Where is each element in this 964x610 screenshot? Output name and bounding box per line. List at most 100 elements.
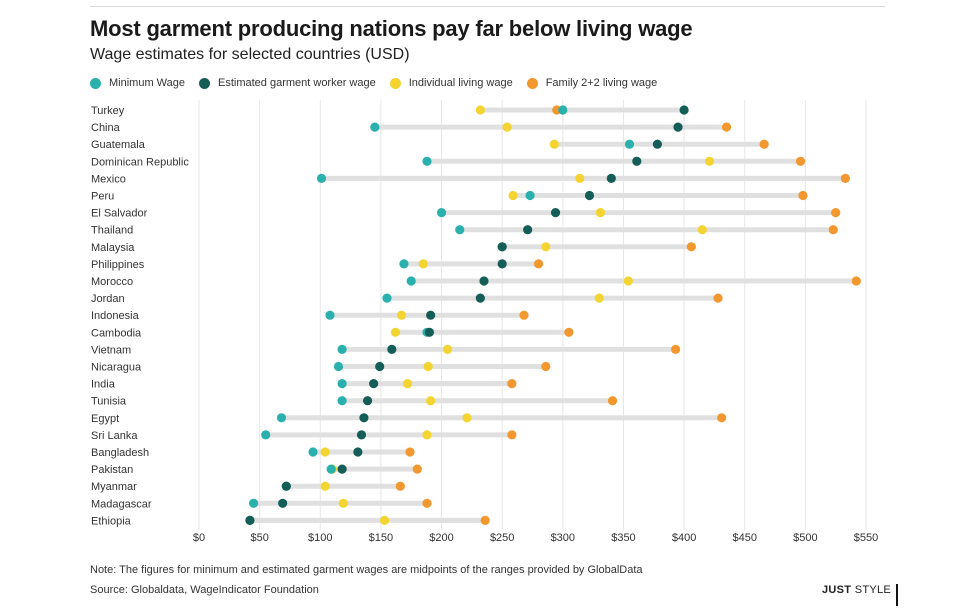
x-tick-label: $400	[672, 532, 696, 544]
chart-title: Most garment producing nations pay far b…	[90, 16, 693, 41]
country-label: Malaysia	[91, 242, 135, 254]
legend-label-individual-living-wage: Individual living wage	[408, 77, 513, 89]
garment-wage-dot	[359, 413, 369, 423]
country-label: China	[91, 122, 121, 134]
individual-living-wage-dot	[418, 259, 428, 269]
family-living-wage-dot	[507, 430, 517, 440]
garment-wage-dot	[606, 173, 616, 183]
legend-label-minimum-wage: Minimum Wage	[109, 77, 185, 89]
minimum-wage-dot	[624, 139, 635, 149]
minimum-wage-dot	[422, 156, 432, 166]
country-label: Myanmar	[91, 481, 137, 493]
family-living-wage-dot	[759, 139, 769, 149]
garment-wage-dot	[523, 225, 533, 235]
country-label: Mexico	[91, 173, 126, 185]
individual-living-wage-dot	[502, 122, 512, 132]
individual-living-wage-dot	[443, 344, 453, 354]
chart-subtitle: Wage estimates for selected countries (U…	[90, 46, 410, 63]
country-label: Guatemala	[91, 139, 146, 151]
garment-wage-dot	[369, 379, 379, 389]
individual-living-wage-dot	[396, 310, 407, 320]
family-living-wage-dot	[541, 361, 551, 372]
country-label: Pakistan	[91, 464, 133, 476]
individual-living-wage-dot	[338, 498, 348, 508]
legend-item-family-living-wage: Family 2+2 living wage	[526, 77, 658, 89]
country-label: Jordan	[91, 293, 125, 305]
minimum-wage-dot	[337, 396, 347, 406]
country-label: Cambodia	[91, 327, 142, 339]
garment-wage-dot	[673, 122, 683, 132]
minimum-wage-dot	[558, 105, 568, 115]
x-tick-label: $350	[611, 532, 635, 544]
minimum-wage-dot	[436, 208, 447, 218]
country-label: Bangladesh	[91, 447, 149, 459]
minimum-wage-dot	[337, 379, 347, 389]
individual-living-wage-dot	[426, 396, 436, 406]
country-label: Madagascar	[91, 498, 152, 510]
minimum-wage-dot	[370, 122, 380, 132]
garment-wage-dot	[356, 430, 367, 440]
individual-living-wage-dot	[422, 430, 432, 440]
country-label: Peru	[91, 191, 114, 203]
family-living-wage-dot	[721, 122, 732, 132]
country-label: India	[91, 379, 116, 391]
family-living-wage-dot	[564, 327, 574, 337]
family-living-wage-dot	[519, 310, 529, 320]
individual-living-wage-dot	[575, 173, 585, 183]
family-living-wage-dot	[412, 464, 422, 474]
country-label: Morocco	[91, 276, 133, 288]
individual-living-wage-dot	[595, 208, 606, 218]
brand-bold: JUST	[822, 584, 852, 596]
family-living-wage-dot	[607, 396, 618, 406]
minimum-wage-dot	[406, 276, 416, 286]
minimum-wage-dot	[316, 173, 327, 183]
legend-item-garment-wage: Estimated garment worker wage	[199, 77, 376, 89]
country-label: Tunisia	[91, 396, 127, 408]
minimum-wage-dot	[326, 464, 336, 474]
country-label: Ethiopia	[91, 515, 132, 527]
brand-rest: STYLE	[854, 584, 892, 596]
country-label: El Salvador	[91, 208, 148, 220]
garment-wage-dot	[475, 293, 485, 303]
minimum-wage-dot	[261, 430, 271, 440]
garment-wage-dot	[278, 498, 288, 508]
legend: Minimum Wage Estimated garment worker wa…	[90, 77, 671, 89]
family-living-wage-dot	[395, 481, 405, 491]
x-tick-label: $450	[732, 532, 756, 544]
source-line: Source: Globaldata, WageIndicator Founda…	[90, 584, 319, 596]
legend-swatch-individual-living-wage	[389, 77, 401, 89]
family-living-wage-dot	[798, 190, 808, 201]
legend-label-garment-wage: Estimated garment worker wage	[218, 77, 376, 89]
x-tick-label: $200	[429, 532, 453, 544]
garment-wage-dot	[497, 242, 507, 252]
legend-label-family-living-wage: Family 2+2 living wage	[545, 77, 658, 89]
garment-wage-dot	[479, 276, 489, 286]
top-rule	[90, 6, 885, 7]
country-label: Thailand	[91, 225, 133, 237]
garment-wage-dot	[353, 447, 363, 457]
minimum-wage-dot	[248, 498, 259, 508]
family-living-wage-dot	[422, 498, 432, 508]
legend-item-individual-living-wage: Individual living wage	[389, 77, 513, 89]
garment-wage-dot	[337, 464, 347, 474]
individual-living-wage-dot	[423, 361, 433, 372]
individual-living-wage-dot	[379, 515, 390, 526]
x-tick-label: $500	[793, 532, 817, 544]
minimum-wage-dot	[276, 413, 287, 423]
garment-wage-dot	[426, 310, 436, 320]
individual-living-wage-dot	[623, 276, 633, 286]
legend-item-minimum-wage: Minimum Wage	[90, 77, 185, 89]
garment-wage-dot	[424, 327, 435, 337]
family-living-wage-dot	[840, 173, 850, 183]
garment-wage-dot	[281, 481, 291, 491]
country-label: Vietnam	[91, 344, 131, 356]
individual-living-wage-dot	[402, 379, 413, 389]
family-living-wage-dot	[795, 156, 806, 166]
individual-living-wage-dot	[320, 481, 330, 491]
x-tick-label: $300	[551, 532, 575, 544]
garment-wage-dot	[584, 190, 595, 201]
legend-swatch-family-living-wage	[526, 77, 538, 89]
brand-logo: JUST STYLE	[822, 584, 891, 596]
country-label: Philippines	[91, 259, 145, 271]
family-living-wage-dot	[480, 515, 490, 526]
